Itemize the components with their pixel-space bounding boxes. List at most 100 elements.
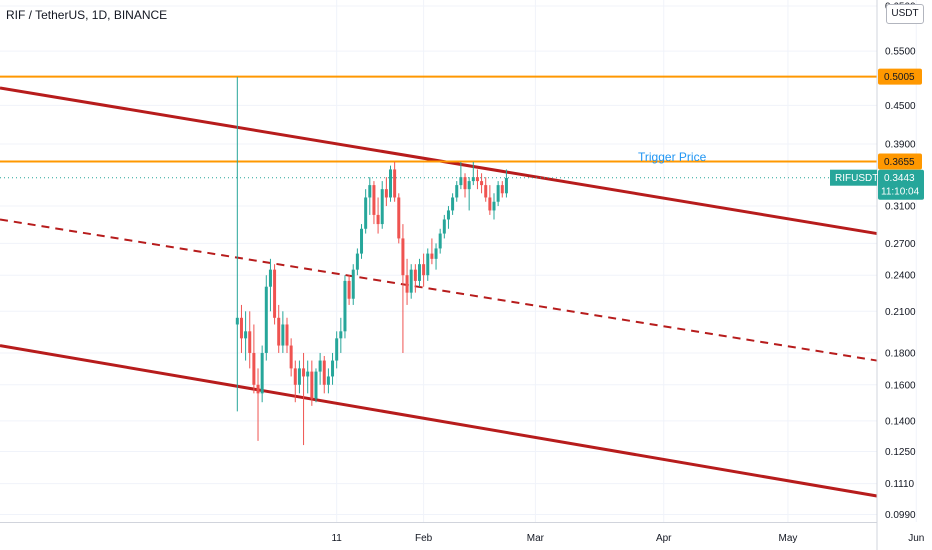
y-tick-label: 0.1110: [885, 479, 915, 490]
candle-body: [239, 317, 243, 339]
y-tick-label: 0.0990: [885, 510, 916, 521]
candle-body: [355, 253, 359, 270]
candle-body: [463, 177, 467, 190]
candle-body: [326, 376, 330, 385]
bar-countdown-label: 11:10:04: [881, 187, 920, 198]
price-axis: 0.65000.55000.45000.39000.31000.27000.24…: [876, 0, 916, 550]
candle-body: [380, 189, 384, 225]
candle-body: [471, 177, 475, 182]
candle-body: [368, 185, 372, 198]
candle-body: [417, 264, 421, 281]
candle-body: [252, 352, 256, 385]
candle-body: [347, 280, 351, 299]
y-tick-label: 0.2400: [885, 271, 916, 282]
candle-body: [422, 264, 426, 276]
candle-body: [409, 269, 413, 293]
candle-body: [302, 368, 306, 377]
candle-body: [500, 185, 504, 194]
channel-mid-line: [0, 218, 878, 362]
candle-body: [401, 238, 405, 276]
candle-body: [467, 181, 471, 190]
candle-body: [281, 324, 285, 346]
candle-body: [504, 177, 508, 194]
candle-body: [331, 360, 335, 377]
candle-body: [351, 269, 355, 299]
candle-body: [310, 371, 314, 399]
level-price-badge: [878, 68, 922, 85]
y-tick-label: 0.5500: [885, 47, 916, 58]
symbol-badge: [830, 169, 877, 186]
candle-body: [343, 280, 347, 332]
candle-body: [389, 169, 392, 198]
candle-body: [438, 233, 442, 249]
level-price-label: 0.3655: [884, 157, 915, 168]
x-tick-label: Mar: [527, 533, 545, 544]
candle-body: [376, 214, 380, 225]
x-tick-label: 11: [331, 533, 342, 544]
trend-channel: [0, 86, 878, 498]
chart-title: RIF / TetherUS, 1D, BINANCE: [6, 8, 168, 22]
candle-body: [397, 197, 401, 239]
y-tick-label: 0.1600: [885, 380, 916, 391]
chart-grid: [0, 0, 917, 522]
candle-body: [314, 371, 318, 399]
candle-body: [405, 275, 409, 293]
y-tick-label: 0.3100: [885, 202, 916, 213]
candle-body: [260, 352, 264, 394]
y-tick-label: 0.2700: [885, 239, 916, 250]
candle-body: [459, 177, 463, 186]
candle-body: [484, 185, 488, 198]
candle-body: [434, 248, 438, 259]
last-price-badge: [878, 169, 924, 200]
currency-unit-button[interactable]: USDT: [886, 4, 924, 24]
candle-body: [480, 181, 484, 186]
candle-body: [475, 177, 479, 182]
candle-body: [277, 317, 281, 346]
candle-body: [426, 253, 430, 276]
candle-body: [360, 228, 364, 254]
candle-body: [364, 197, 368, 229]
trigger-price-label: Trigger Price: [638, 150, 707, 164]
x-tick-label: Apr: [656, 533, 672, 544]
candle-body: [244, 331, 248, 339]
last-price-label: 0.3443: [884, 173, 915, 184]
candle-body: [413, 269, 417, 281]
time-axis: 11 Feb Mar Apr May Jun: [0, 522, 924, 544]
candle-body: [339, 331, 343, 339]
candle-body: [372, 185, 376, 215]
candle-body: [306, 371, 310, 377]
candle-body: [318, 360, 322, 372]
candle-body: [446, 210, 450, 220]
candle-body: [293, 368, 297, 385]
candlestick-series: [235, 76, 508, 446]
candle-body: [430, 253, 434, 259]
x-tick-label: Jun: [908, 533, 924, 544]
horizontal-levels: [0, 75, 877, 179]
x-tick-label: Feb: [415, 533, 433, 544]
level-price-label: 0.5005: [884, 72, 915, 83]
x-tick-label: May: [778, 533, 797, 544]
candle-body: [264, 286, 268, 353]
candle-body: [335, 338, 339, 361]
level-price-badge: [878, 153, 922, 170]
candle-body: [268, 269, 272, 287]
y-tick-label: 0.2100: [885, 307, 916, 318]
candle-body: [393, 169, 397, 198]
candle-body: [256, 384, 260, 394]
candle-body: [248, 331, 252, 353]
candle-body: [442, 219, 446, 234]
candle-body: [451, 197, 455, 211]
candle-body: [384, 189, 388, 198]
candle-body: [496, 185, 500, 202]
candle-body: [235, 317, 239, 325]
y-tick-label: 0.4500: [885, 101, 916, 112]
candle-body: [285, 324, 289, 346]
price-badges: 0.5005 0.3655 RIFUSDT 0.3443 11:10:04: [830, 68, 924, 200]
channel-lower-line: [0, 344, 878, 498]
candle-body: [488, 197, 492, 211]
y-tick-label: 0.1250: [885, 447, 916, 458]
candle-body: [322, 360, 326, 385]
y-tick-label: 0.3900: [885, 140, 916, 151]
candle-body: [273, 269, 277, 318]
